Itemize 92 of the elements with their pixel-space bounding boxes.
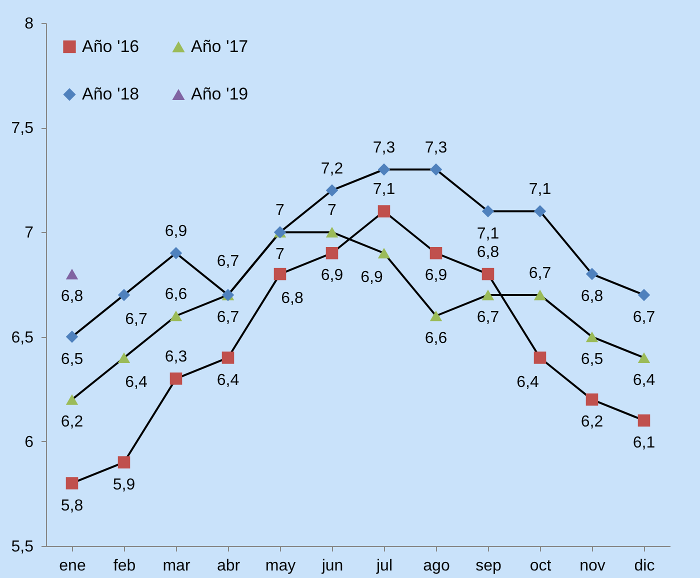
data-label: 6,1 [632, 434, 656, 452]
data-label: 7 [276, 246, 285, 264]
x-tick-label: oct [530, 558, 552, 574]
x-tick-label: jun [320, 558, 344, 574]
data-label: 5,8 [60, 497, 84, 514]
data-label: 7 [328, 202, 337, 220]
point [638, 352, 650, 364]
x-tick-label: abr [216, 558, 241, 574]
y-tick-label: 7,5 [11, 120, 34, 138]
data-label: 6,6 [424, 330, 448, 347]
point [66, 268, 78, 280]
data-label: 6,4 [632, 372, 656, 389]
data-label: 6,7 [476, 309, 500, 326]
legend-label: Año '18 [82, 84, 140, 104]
point [586, 268, 598, 280]
point [326, 246, 338, 260]
point [170, 372, 182, 385]
y-tick-label: 5,5 [11, 538, 34, 556]
data-label: 6,8 [60, 288, 84, 306]
data-label: 6,7 [216, 252, 240, 270]
point [378, 163, 390, 176]
point [274, 268, 286, 280]
data-label: 6,3 [164, 348, 188, 366]
data-label: 7,1 [528, 181, 552, 198]
data-label: 6,8 [281, 290, 304, 308]
point [66, 394, 78, 405]
x-tick-label: mar [162, 558, 191, 574]
y-tick-label: 8 [24, 16, 34, 32]
data-label: 6,6 [164, 286, 188, 303]
y-tick-label: 6,5 [11, 329, 34, 346]
point [326, 226, 338, 238]
x-tick-label: sep [476, 558, 502, 574]
x-tick-label: may [265, 558, 296, 574]
point [586, 393, 598, 406]
point [170, 310, 182, 322]
point [326, 184, 338, 196]
data-label: 7,3 [372, 139, 396, 156]
point [170, 246, 182, 260]
x-tick-label: jul [375, 558, 393, 574]
point [118, 456, 130, 468]
data-label: 6,4 [216, 372, 240, 389]
data-label: 7 [276, 202, 285, 220]
point [638, 288, 650, 302]
point [638, 414, 650, 427]
data-label: 6,2 [580, 414, 604, 431]
data-label: 6,2 [60, 414, 84, 431]
y-tick-label: 7 [24, 224, 34, 242]
legend-label: Año '16 [82, 36, 140, 56]
y-tick-label: 6 [24, 434, 34, 451]
data-label: 6,8 [580, 288, 604, 306]
point [534, 290, 546, 300]
data-label: 6,8 [476, 244, 500, 261]
data-label: 7,1 [372, 181, 396, 198]
point [482, 290, 494, 300]
point [378, 248, 390, 258]
point [66, 477, 78, 490]
point [430, 246, 442, 260]
point [118, 288, 130, 302]
point [378, 205, 390, 218]
data-label: 6,7 [528, 264, 552, 282]
point [482, 268, 494, 280]
data-label: 6,7 [632, 309, 656, 326]
point [430, 163, 442, 176]
data-label: 6,4 [516, 374, 539, 391]
point [534, 205, 546, 218]
data-label: 6,9 [360, 269, 383, 286]
data-label: 6,9 [164, 223, 188, 240]
data-label: 6,4 [125, 374, 148, 391]
legend-label: Año '17 [191, 36, 248, 56]
data-label: 7,3 [424, 139, 448, 156]
data-label: 6,5 [580, 350, 604, 368]
x-tick-label: ene [59, 558, 86, 574]
x-tick-label: ago [423, 558, 450, 574]
point [66, 330, 78, 343]
point [118, 352, 130, 364]
data-label: 7,1 [476, 225, 500, 242]
x-tick-label: nov [580, 558, 606, 574]
data-label: 6,7 [125, 311, 148, 328]
x-tick-label: dic [634, 558, 655, 574]
data-label: 7,2 [320, 160, 344, 178]
point [222, 352, 234, 364]
point [586, 331, 598, 342]
data-label: 6,9 [424, 267, 448, 284]
point [482, 205, 494, 218]
data-label: 5,9 [112, 476, 136, 494]
legend-label: Año '19 [191, 84, 248, 104]
data-label: 6,9 [320, 267, 344, 284]
point [534, 352, 546, 364]
x-tick-label: feb [113, 558, 136, 574]
point [430, 310, 442, 322]
data-label: 6,7 [216, 309, 240, 326]
data-label: 6,5 [60, 350, 84, 368]
